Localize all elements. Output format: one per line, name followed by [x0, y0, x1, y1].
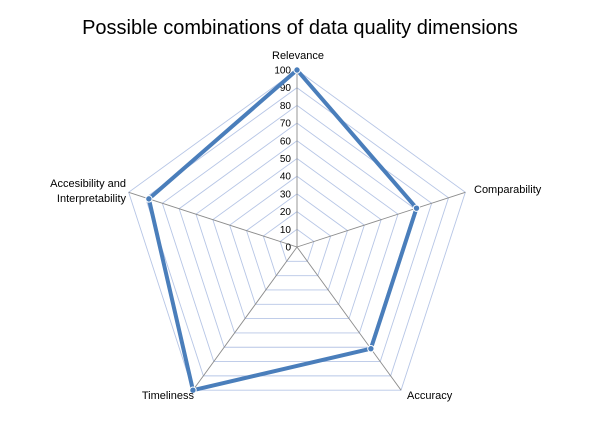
- gridline-ring-50: [212, 157, 382, 320]
- tick-label-50: 50: [280, 154, 292, 165]
- tick-label-80: 80: [280, 101, 292, 112]
- spoke-4: [128, 191, 298, 248]
- grid-layer: [128, 69, 466, 391]
- gridline-ring-20: [262, 211, 332, 277]
- data-point-1: [412, 204, 421, 212]
- gridline-ring-60: [195, 140, 399, 334]
- gridline-ring-30: [245, 193, 349, 291]
- category-label-2: Accuracy: [407, 390, 453, 402]
- spoke-1: [296, 191, 466, 248]
- tick-label-90: 90: [280, 83, 292, 94]
- spoke-3: [192, 246, 298, 391]
- tick-label-60: 60: [280, 136, 292, 147]
- gridline-ring-80: [161, 104, 433, 363]
- tick-label-70: 70: [280, 119, 292, 130]
- series-line-0: [146, 68, 419, 393]
- category-label-4: Accesibility and Interpretability: [50, 178, 126, 205]
- gridline-ring-70: [178, 122, 416, 348]
- gridline-ring-100: [128, 69, 466, 391]
- data-point-2: [367, 344, 375, 353]
- category-label-1: Comparability: [474, 184, 542, 196]
- tick-label-20: 20: [280, 207, 292, 218]
- tick-label-40: 40: [280, 172, 292, 183]
- tick-label-10: 10: [280, 225, 292, 236]
- chart-title: Possible combinations of data quality di…: [82, 17, 518, 39]
- series-layer: [145, 66, 421, 394]
- data-point-0: [293, 66, 301, 74]
- category-label-0: Relevance: [272, 50, 324, 62]
- category-labels: Relevance Comparability Accuracy Timeliness…: [50, 50, 542, 402]
- tick-label-100: 100: [274, 66, 291, 77]
- category-label-3: Timeliness: [142, 390, 195, 402]
- gridline-ring-10: [279, 228, 315, 262]
- data-point-3: [189, 386, 197, 394]
- data-point-4: [145, 195, 153, 203]
- tick-label-0: 0: [285, 243, 291, 254]
- tick-label-30: 30: [280, 189, 292, 200]
- tick-labels: 0 10 20 30 40 50 60 70 80 90 100: [274, 66, 291, 254]
- spoke-2: [296, 246, 402, 391]
- gridline-ring-40: [229, 175, 365, 305]
